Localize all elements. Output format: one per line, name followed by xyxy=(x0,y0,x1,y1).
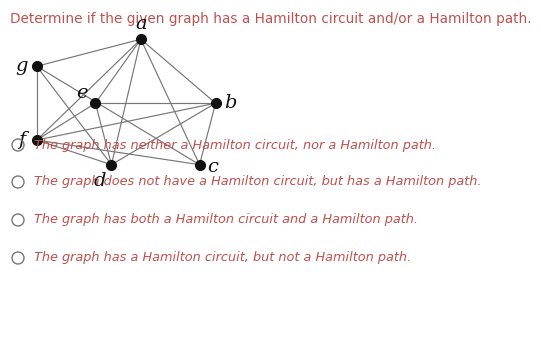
Text: The graph has both a Hamilton circuit and a Hamilton path.: The graph has both a Hamilton circuit an… xyxy=(34,214,418,226)
Text: a: a xyxy=(135,15,147,33)
Text: b: b xyxy=(224,94,236,112)
Text: c: c xyxy=(207,158,219,176)
Text: The graph has neither a Hamilton circuit, nor a Hamilton path.: The graph has neither a Hamilton circuit… xyxy=(34,138,436,152)
Text: e: e xyxy=(76,84,88,102)
Text: g: g xyxy=(16,57,28,75)
Text: f: f xyxy=(18,131,25,149)
Text: d: d xyxy=(94,172,107,190)
Text: Determine if the given graph has a Hamilton circuit and/or a Hamilton path.: Determine if the given graph has a Hamil… xyxy=(10,12,532,26)
Text: The graph has a Hamilton circuit, but not a Hamilton path.: The graph has a Hamilton circuit, but no… xyxy=(34,252,411,265)
Text: The graph does not have a Hamilton circuit, but has a Hamilton path.: The graph does not have a Hamilton circu… xyxy=(34,175,481,188)
